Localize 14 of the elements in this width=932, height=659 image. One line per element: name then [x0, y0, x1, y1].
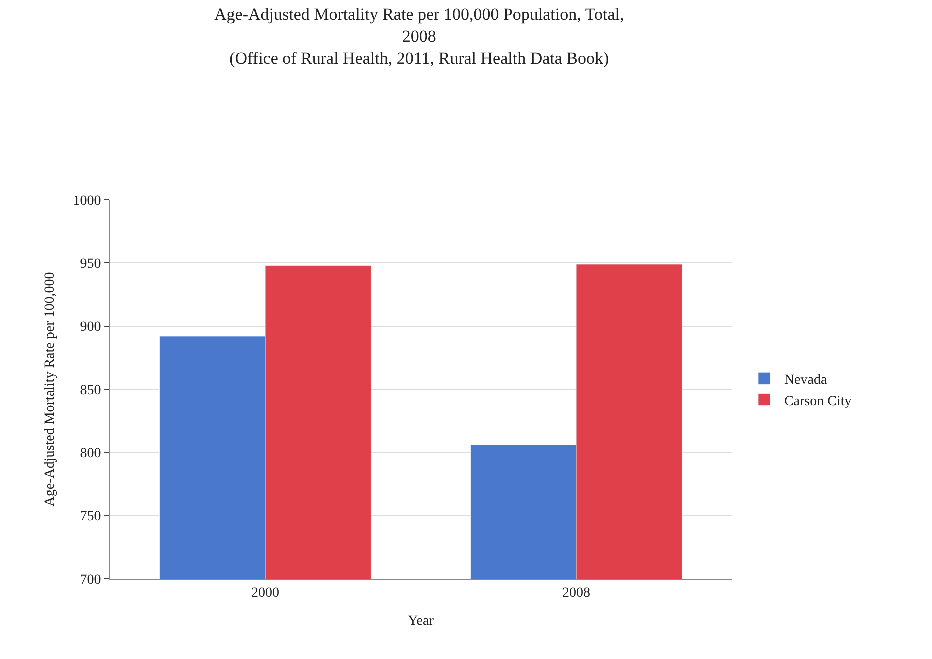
x-tick-label: 2008	[562, 586, 590, 601]
y-tick-label: 900	[80, 320, 102, 336]
y-tick-label: 950	[80, 257, 102, 272]
y-tick-label: 750	[80, 510, 102, 525]
y-tick-label: 700	[80, 572, 102, 588]
x-tick-label: 2000	[252, 586, 280, 601]
legend-label: Carson City	[784, 394, 852, 410]
y-tick-label: 850	[80, 383, 102, 398]
y-tick-label: 1000	[73, 194, 102, 209]
y-tick-label: 800	[80, 446, 102, 462]
legend-label: Nevada	[784, 373, 828, 388]
y-axis-title: Age-Adjusted Mortality Rate per 100,000	[42, 272, 58, 507]
chart-title: Age-Adjusted Mortality Rate per 100,000 Population, Total, 2008 (Office of Rural Health, 2011, Rural Health Data Book)	[214, 4, 624, 68]
x-axis-title: Year	[408, 614, 434, 630]
